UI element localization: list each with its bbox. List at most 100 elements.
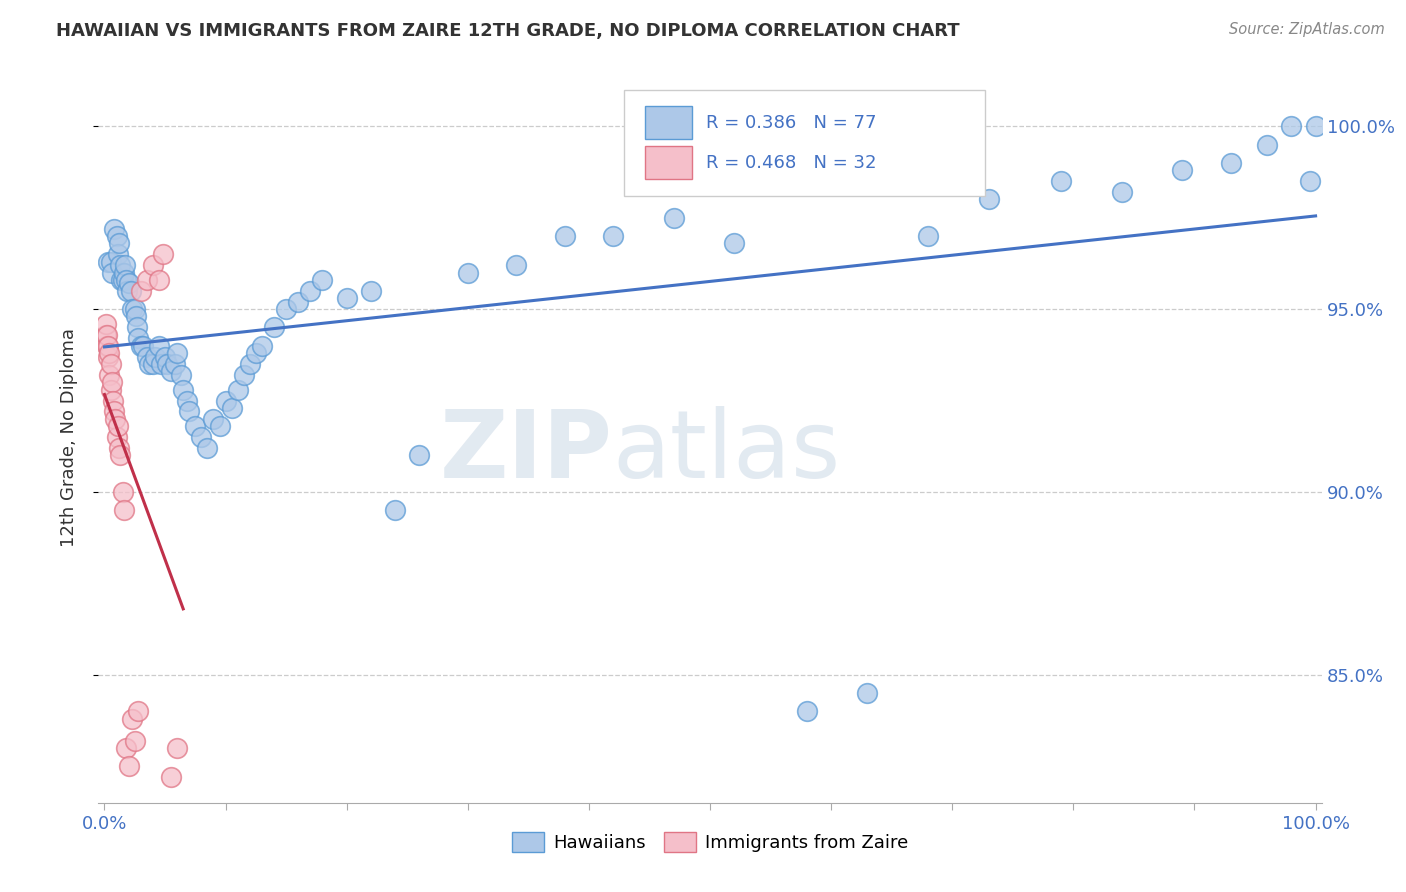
Point (127, 331, 149, 345)
Point (103, 404, 125, 418)
Point (1279, 119, 1302, 133)
Point (197, 441, 219, 455)
Point (299, 284, 322, 298)
Point (1050, 174, 1073, 188)
Point (232, 368, 254, 382)
Point (112, 503, 135, 517)
Point (662, 211, 685, 225)
Point (142, 258, 165, 272)
Point (336, 291, 359, 305)
Text: Source: ZipAtlas.com: Source: ZipAtlas.com (1229, 22, 1385, 37)
Point (148, 339, 170, 353)
Point (135, 350, 157, 364)
Point (118, 277, 141, 291)
Point (311, 273, 333, 287)
Point (150, 357, 173, 371)
FancyBboxPatch shape (645, 146, 692, 179)
Point (917, 228, 939, 243)
Point (94, 327, 117, 342)
Point (124, 301, 146, 317)
Point (127, 704, 149, 718)
Point (221, 401, 243, 415)
Point (170, 368, 193, 382)
Point (190, 430, 212, 444)
Point (117, 284, 139, 298)
Point (856, 686, 879, 700)
Point (239, 357, 262, 371)
Point (276, 301, 298, 317)
Point (1305, 119, 1327, 133)
Point (110, 258, 132, 272)
Point (163, 357, 186, 371)
Point (135, 273, 157, 287)
Point (1171, 163, 1194, 178)
Point (100, 357, 122, 371)
Point (1111, 185, 1133, 199)
Point (1298, 174, 1320, 188)
Point (1219, 155, 1241, 169)
FancyBboxPatch shape (624, 90, 986, 195)
Point (100, 265, 122, 279)
Point (111, 273, 134, 287)
Point (202, 411, 225, 425)
Point (96, 327, 118, 342)
Point (96, 339, 118, 353)
Point (97, 254, 120, 268)
Point (121, 301, 143, 317)
Point (112, 265, 135, 279)
Point (129, 284, 152, 298)
Point (166, 346, 188, 360)
Point (138, 357, 160, 371)
Point (115, 740, 138, 755)
Point (160, 364, 183, 378)
Point (108, 236, 131, 251)
Point (172, 383, 194, 397)
Point (121, 712, 143, 726)
Point (153, 350, 176, 364)
Point (360, 284, 382, 298)
Point (107, 247, 129, 261)
Point (143, 350, 166, 364)
Point (103, 221, 125, 235)
Text: ZIP: ZIP (439, 406, 612, 498)
Point (107, 419, 129, 434)
Text: R = 0.468   N = 32: R = 0.468 N = 32 (706, 153, 877, 172)
Point (287, 294, 309, 309)
Point (118, 759, 141, 773)
Y-axis label: 12th Grade, No Diploma: 12th Grade, No Diploma (59, 327, 77, 547)
Point (100, 375, 122, 389)
Point (97, 339, 120, 353)
Point (110, 273, 132, 287)
Point (142, 357, 165, 371)
Point (97, 350, 120, 364)
Point (505, 258, 527, 272)
Point (156, 357, 179, 371)
Point (160, 770, 183, 784)
Point (114, 258, 136, 272)
Point (796, 704, 818, 718)
Point (111, 484, 134, 499)
Point (120, 284, 142, 298)
Point (100, 383, 122, 397)
Point (263, 320, 285, 334)
Point (115, 273, 138, 287)
Point (132, 339, 155, 353)
Point (179, 404, 201, 418)
Point (129, 339, 152, 353)
Point (105, 228, 128, 243)
Point (166, 740, 188, 755)
Point (977, 193, 1000, 207)
Text: HAWAIIAN VS IMMIGRANTS FROM ZAIRE 12TH GRADE, NO DIPLOMA CORRELATION CHART: HAWAIIAN VS IMMIGRANTS FROM ZAIRE 12TH G… (56, 22, 960, 40)
Point (384, 503, 406, 517)
Text: atlas: atlas (612, 406, 841, 498)
Point (98, 346, 121, 360)
Point (176, 393, 198, 408)
Point (100, 254, 122, 268)
Point (184, 419, 207, 434)
Point (94, 317, 117, 331)
Point (554, 228, 576, 243)
Point (98, 368, 121, 382)
Point (602, 228, 624, 243)
Point (108, 441, 131, 455)
Point (214, 393, 236, 408)
